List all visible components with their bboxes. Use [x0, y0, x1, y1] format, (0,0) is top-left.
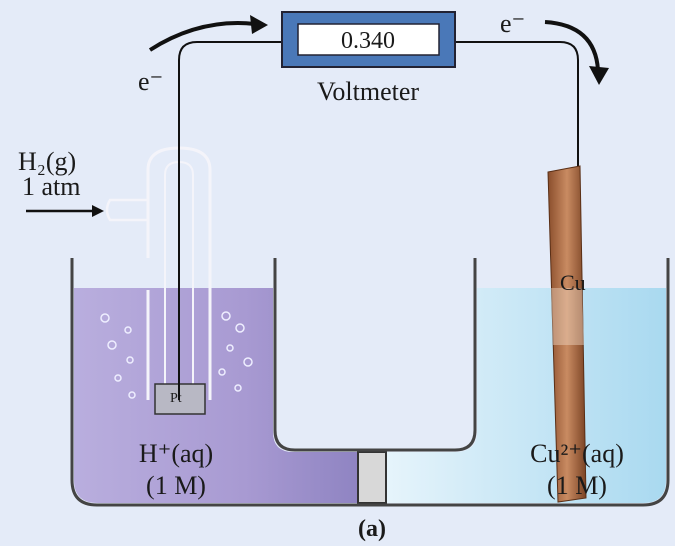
voltmeter-reading: 0.340 [341, 28, 395, 54]
acid-label: H⁺(aq) [139, 439, 213, 468]
voltmeter-label: Voltmeter [317, 77, 419, 106]
electron-label: e⁻ [500, 9, 525, 38]
copper-solution-label: Cu²⁺(aq) [530, 439, 624, 468]
pressure-label: 1 atm [22, 172, 81, 201]
copper-label: Cu [560, 270, 586, 295]
porous-frit [358, 452, 386, 503]
copper-concentration: (1 M) [547, 471, 607, 500]
acid-concentration: (1 M) [146, 471, 206, 500]
caption: (a) [358, 516, 386, 542]
page: Pt Cu 0.340 Voltmeter e⁻ e⁻ H₂(g) 1 atm … [0, 0, 675, 546]
copper-reflection [551, 288, 584, 345]
diagram: Pt Cu 0.340 Voltmeter e⁻ e⁻ H₂(g) 1 atm … [0, 0, 675, 546]
platinum-label: Pt [170, 391, 182, 406]
electron-label: e⁻ [138, 67, 163, 96]
